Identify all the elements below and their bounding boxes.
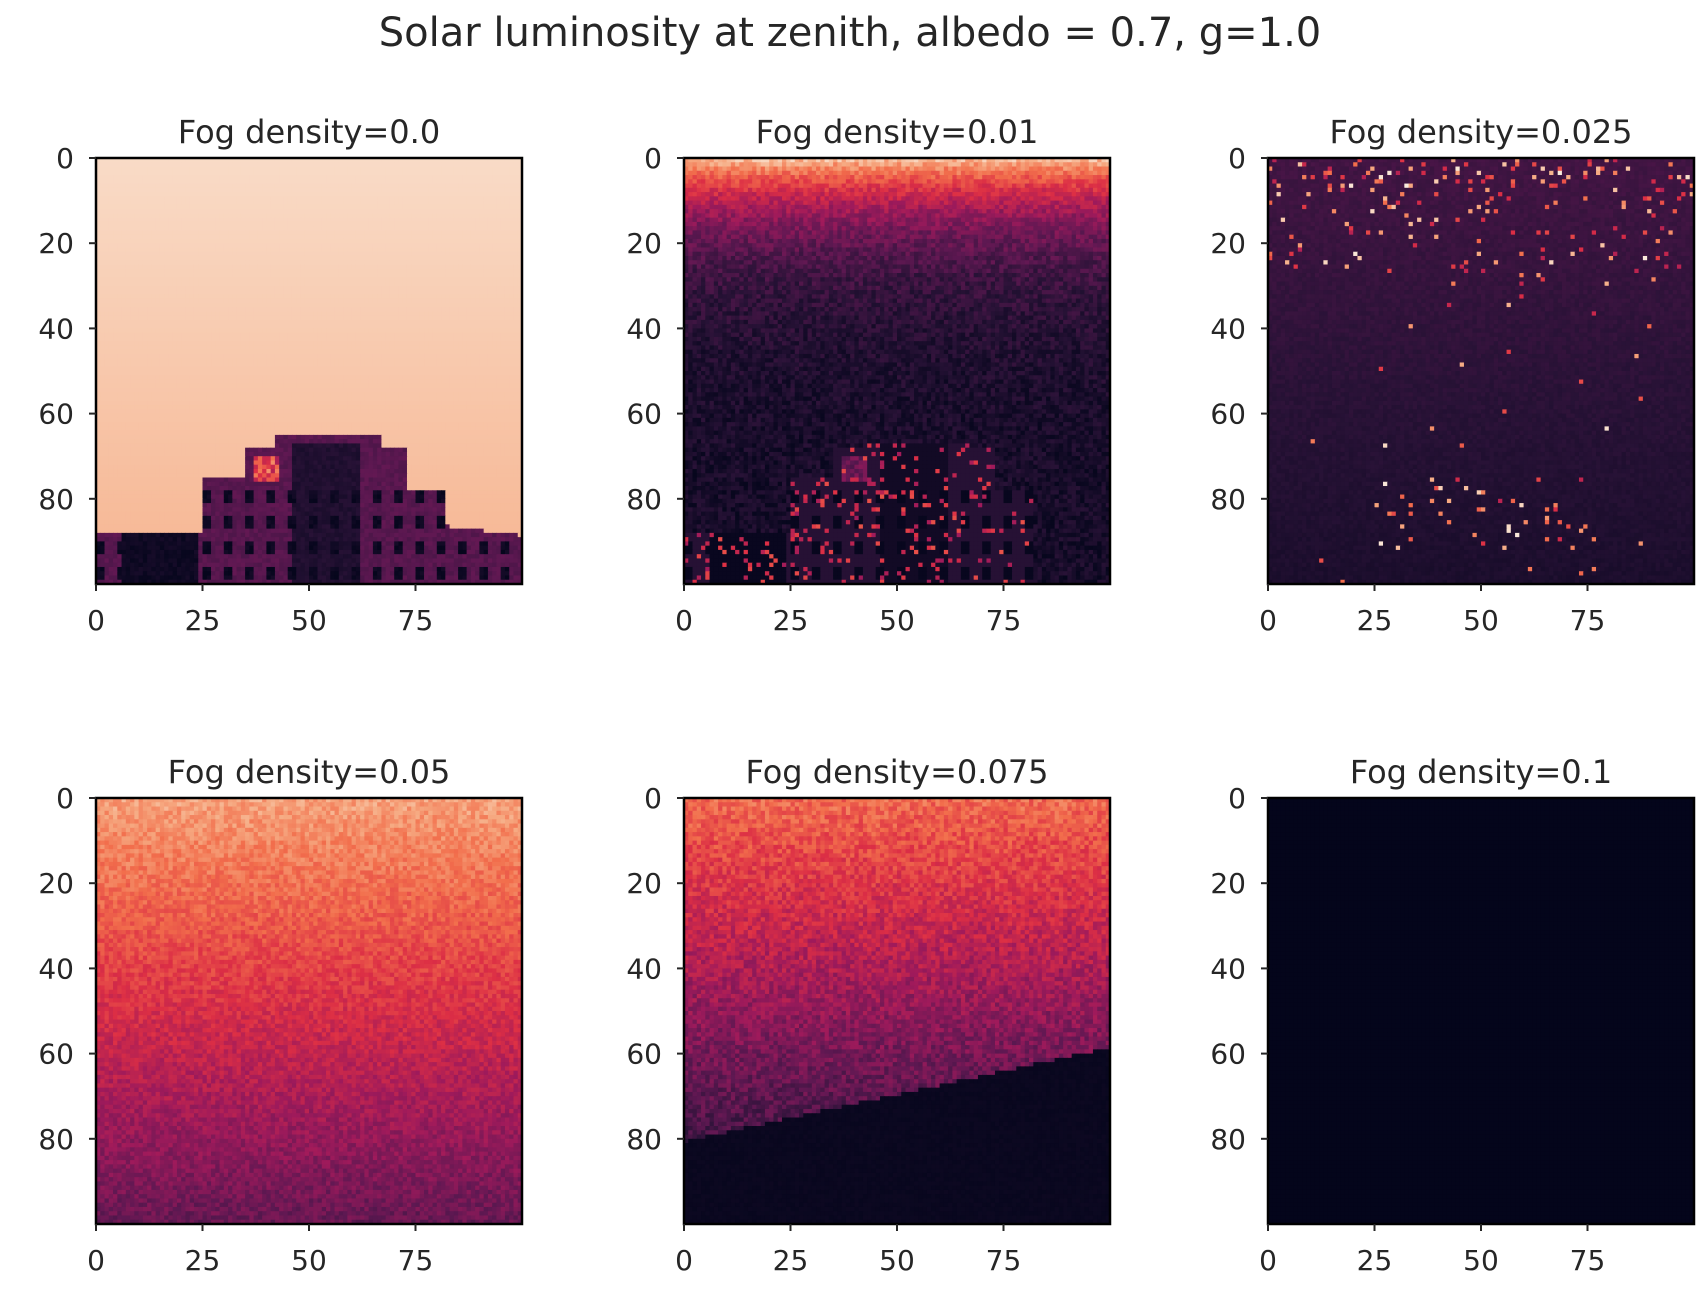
x-tick-label: 75 <box>986 1244 1022 1277</box>
y-tick-label: 0 <box>56 142 74 175</box>
x-tick-label: 75 <box>986 604 1022 637</box>
y-tick-label: 60 <box>626 398 662 431</box>
heatmap-panel-0: Fog density=0.0 0 25 50 75 0 20 40 60 80 <box>38 113 522 637</box>
heatmap-panel-1: Fog density=0.01 0 25 50 75 0 20 40 60 80 <box>626 113 1110 637</box>
y-tick-label: 20 <box>1210 867 1246 900</box>
y-tick-label: 20 <box>38 227 74 260</box>
y-tick-label: 60 <box>38 1038 74 1071</box>
x-tick-label: 50 <box>879 604 915 637</box>
y-tick-label: 80 <box>38 1123 74 1156</box>
y-tick-label: 20 <box>1210 227 1246 260</box>
y-tick-label: 40 <box>38 952 74 985</box>
x-tick-label: 0 <box>675 604 693 637</box>
x-tick-label: 50 <box>879 1244 915 1277</box>
x-tick-label: 25 <box>185 604 221 637</box>
panel-title: Fog density=0.0 <box>178 113 440 151</box>
x-tick-label: 0 <box>1259 604 1277 637</box>
y-tick-label: 0 <box>1228 142 1246 175</box>
y-tick-label: 60 <box>1210 1038 1246 1071</box>
x-tick-label: 25 <box>1357 1244 1393 1277</box>
x-tick-label: 50 <box>1463 604 1499 637</box>
y-tick-label: 40 <box>1210 952 1246 985</box>
x-tick-label: 50 <box>1463 1244 1499 1277</box>
y-tick-label: 80 <box>1210 483 1246 516</box>
heatmap-panel-3: Fog density=0.05 0 25 50 75 0 20 40 60 80 <box>38 753 522 1277</box>
y-tick-label: 80 <box>626 483 662 516</box>
y-tick-label: 20 <box>626 867 662 900</box>
heatmap-cells <box>96 158 523 585</box>
x-tick-label: 25 <box>185 1244 221 1277</box>
x-tick-label: 0 <box>87 1244 105 1277</box>
x-tick-label: 25 <box>773 604 809 637</box>
y-tick-label: 40 <box>626 312 662 345</box>
y-tick-label: 20 <box>626 227 662 260</box>
y-tick-label: 80 <box>1210 1123 1246 1156</box>
heatmap-cells <box>1268 158 1695 585</box>
y-tick-label: 80 <box>626 1123 662 1156</box>
panel-title: Fog density=0.01 <box>756 113 1039 151</box>
x-tick-label: 50 <box>291 1244 327 1277</box>
heatmap-cells <box>684 158 1111 585</box>
heatmap-panel-4: Fog density=0.075 0 25 50 75 0 20 40 60 80 <box>626 753 1110 1277</box>
y-tick-label: 80 <box>38 483 74 516</box>
y-tick-label: 20 <box>38 867 74 900</box>
heatmap-cells <box>684 798 1111 1225</box>
x-tick-label: 25 <box>1357 604 1393 637</box>
y-tick-label: 40 <box>626 952 662 985</box>
y-tick-label: 60 <box>626 1038 662 1071</box>
y-tick-label: 40 <box>1210 312 1246 345</box>
x-tick-label: 75 <box>1570 1244 1606 1277</box>
y-tick-label: 60 <box>1210 398 1246 431</box>
x-tick-label: 0 <box>87 604 105 637</box>
panel-title: Fog density=0.025 <box>1329 113 1632 151</box>
heatmap-panel-2: Fog density=0.025 0 25 50 75 0 20 40 60 80 <box>1210 113 1694 637</box>
panel-title: Fog density=0.075 <box>745 753 1048 791</box>
panel-title: Fog density=0.1 <box>1350 753 1612 791</box>
panel-title: Fog density=0.05 <box>168 753 451 791</box>
x-tick-label: 75 <box>398 1244 434 1277</box>
y-tick-label: 40 <box>38 312 74 345</box>
x-tick-label: 0 <box>675 1244 693 1277</box>
y-tick-label: 0 <box>56 782 74 815</box>
x-tick-label: 50 <box>291 604 327 637</box>
y-tick-label: 0 <box>644 142 662 175</box>
y-tick-label: 0 <box>1228 782 1246 815</box>
heatmap-panel-5: Fog density=0.1 0 25 50 75 0 20 40 60 80 <box>1210 753 1694 1277</box>
x-tick-label: 75 <box>398 604 434 637</box>
heatmap-cells <box>96 798 523 1225</box>
x-tick-label: 25 <box>773 1244 809 1277</box>
y-tick-label: 0 <box>644 782 662 815</box>
x-tick-label: 75 <box>1570 604 1606 637</box>
x-tick-label: 0 <box>1259 1244 1277 1277</box>
heatmap-cells <box>1268 798 1695 1225</box>
y-tick-label: 60 <box>38 398 74 431</box>
